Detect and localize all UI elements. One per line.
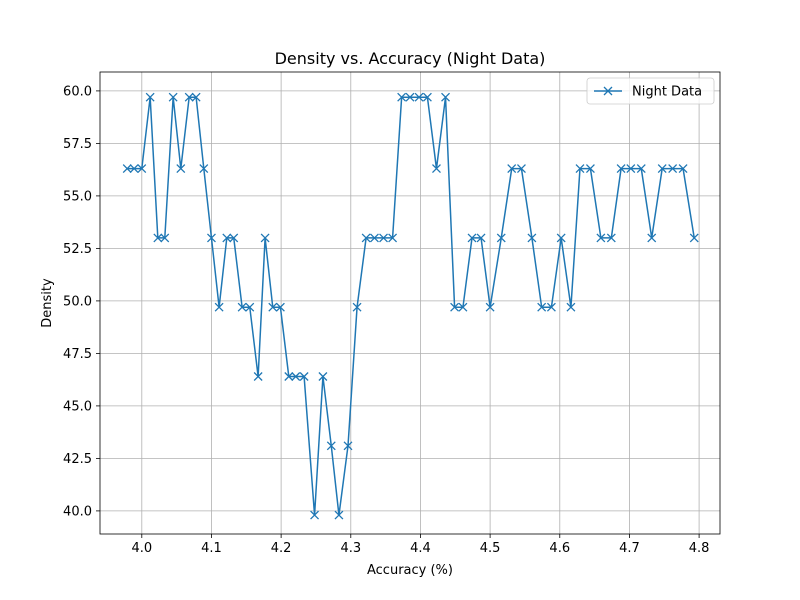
data-point-marker: [291, 372, 301, 381]
data-point-marker: [397, 92, 407, 102]
data-point-marker: [496, 233, 506, 243]
data-point-marker: [527, 233, 537, 243]
data-point-marker: [441, 92, 450, 102]
data-point-marker: [310, 510, 320, 520]
data-point-marker: [606, 233, 616, 243]
legend-label-night-data: Night Data: [632, 85, 702, 100]
data-point-marker: [678, 164, 688, 174]
axis-ticks: 4.0 4.1 4.2 4.3 4.4 4.5 4.6 4.7 4.8 40.0 42.5 45.0 4…: [63, 84, 709, 556]
data-point-marker: [388, 233, 398, 243]
y-tick-label: 40.0: [63, 504, 92, 519]
data-point-marker: [334, 510, 344, 520]
x-tick-label: 4.3: [340, 541, 361, 556]
data-point-marker: [370, 233, 379, 243]
y-tick-label: 55.0: [63, 189, 92, 204]
data-point-marker: [284, 372, 294, 381]
data-point-marker: [507, 164, 517, 174]
data-point-marker: [352, 302, 362, 312]
data-point-marker: [432, 164, 441, 174]
y-tick-label: 60.0: [63, 84, 92, 99]
x-tick-label: 4.4: [410, 541, 431, 556]
data-point-marker: [191, 92, 201, 102]
data-point-marker: [129, 164, 139, 174]
data-point-marker: [647, 233, 657, 243]
data-point-marker: [626, 164, 636, 174]
data-point-marker: [361, 233, 371, 243]
data-point-marker: [476, 233, 486, 243]
x-tick-label: 4.2: [271, 541, 292, 556]
series-layer: [122, 92, 699, 520]
data-point-marker: [575, 164, 585, 174]
data-point-marker: [268, 302, 278, 312]
data-point-marker: [145, 92, 155, 102]
y-tick-label: 45.0: [63, 399, 92, 414]
x-axis-label: Accuracy (%): [367, 563, 453, 578]
y-tick-label: 47.5: [63, 347, 92, 362]
x-tick-label: 4.0: [131, 541, 152, 556]
data-point-marker: [689, 233, 699, 243]
x-tick-label: 4.8: [689, 541, 710, 556]
data-point-marker: [153, 233, 163, 243]
plot-frame: [99, 71, 721, 535]
y-axis-label: Density: [40, 278, 55, 328]
data-point-marker: [229, 233, 239, 243]
data-point-marker: [450, 302, 460, 312]
data-point-marker: [668, 164, 678, 174]
x-tick-label: 4.5: [480, 541, 501, 556]
y-tick-label: 52.5: [63, 242, 92, 257]
data-point-marker: [517, 164, 526, 174]
legend-box: [586, 77, 715, 105]
data-point-marker: [537, 302, 547, 312]
data-point-marker: [222, 233, 232, 243]
data-point-marker: [122, 164, 132, 174]
data-point-marker: [253, 372, 263, 381]
data-point-marker: [176, 164, 186, 174]
data-point-marker: [596, 233, 606, 243]
data-point-marker: [379, 233, 388, 243]
x-tick-label: 4.6: [549, 541, 570, 556]
data-point-marker: [199, 164, 209, 174]
y-tick-label: 50.0: [63, 294, 92, 309]
data-point-marker: [556, 233, 566, 243]
data-point-marker: [636, 164, 646, 174]
data-point-marker: [414, 92, 424, 102]
data-point-marker: [405, 92, 415, 102]
data-point-marker: [260, 233, 270, 243]
data-point-marker: [585, 164, 595, 174]
data-point-marker: [546, 302, 556, 312]
data-point-marker: [299, 372, 309, 381]
data-point-marker: [214, 302, 224, 312]
data-point-marker: [318, 372, 328, 381]
data-point-marker: [566, 302, 576, 312]
legend: Night Data: [586, 77, 715, 105]
legend-marker-sample: [603, 86, 613, 96]
data-point-marker: [657, 164, 667, 174]
data-point-marker: [458, 302, 468, 312]
data-point-marker: [207, 233, 216, 243]
data-point-marker: [245, 302, 255, 312]
x-tick-label: 4.7: [619, 541, 640, 556]
y-tick-label: 42.5: [63, 452, 92, 467]
data-point-marker: [160, 233, 170, 243]
data-point-marker: [137, 164, 147, 174]
grid: [100, 72, 720, 534]
plot-area-background: [100, 72, 720, 534]
data-point-marker: [275, 302, 285, 312]
data-point-marker: [616, 164, 626, 174]
data-point-marker: [326, 441, 336, 451]
data-point-marker: [343, 441, 353, 451]
data-point-marker: [422, 92, 432, 102]
data-point-marker: [237, 302, 247, 312]
chart-title: Density vs. Accuracy (Night Data): [275, 49, 546, 68]
data-point-marker: [467, 233, 477, 243]
y-tick-label: 57.5: [63, 137, 92, 152]
data-point-marker: [184, 92, 194, 102]
data-point-marker: [168, 92, 178, 102]
x-tick-label: 4.1: [201, 541, 222, 556]
data-point-marker: [485, 302, 495, 312]
